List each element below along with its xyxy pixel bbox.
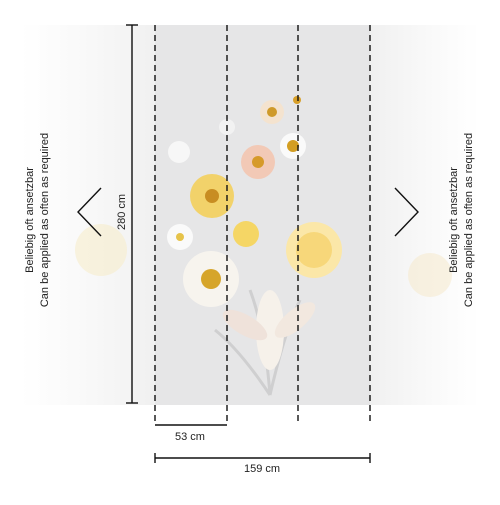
- left-note-de: Beliebig oft ansetzbar: [24, 167, 36, 273]
- left-chevron: [77, 187, 102, 237]
- right-fade: [370, 25, 480, 405]
- right-note-de: Beliebig oft ansetzbar: [448, 167, 460, 273]
- total-width-label: 159 cm: [244, 463, 280, 475]
- floral-illustration: [75, 96, 452, 396]
- panel-width-label: 53 cm: [175, 431, 205, 443]
- total-width-dimension: [154, 453, 371, 463]
- height-dimension: [126, 24, 138, 404]
- seam-lines: [154, 25, 371, 425]
- height-label: 280 cm: [116, 194, 128, 230]
- right-chevron: [394, 187, 419, 237]
- right-note-en: Can be applied as often as required: [463, 133, 475, 307]
- left-note-en: Can be applied as often as required: [39, 133, 51, 307]
